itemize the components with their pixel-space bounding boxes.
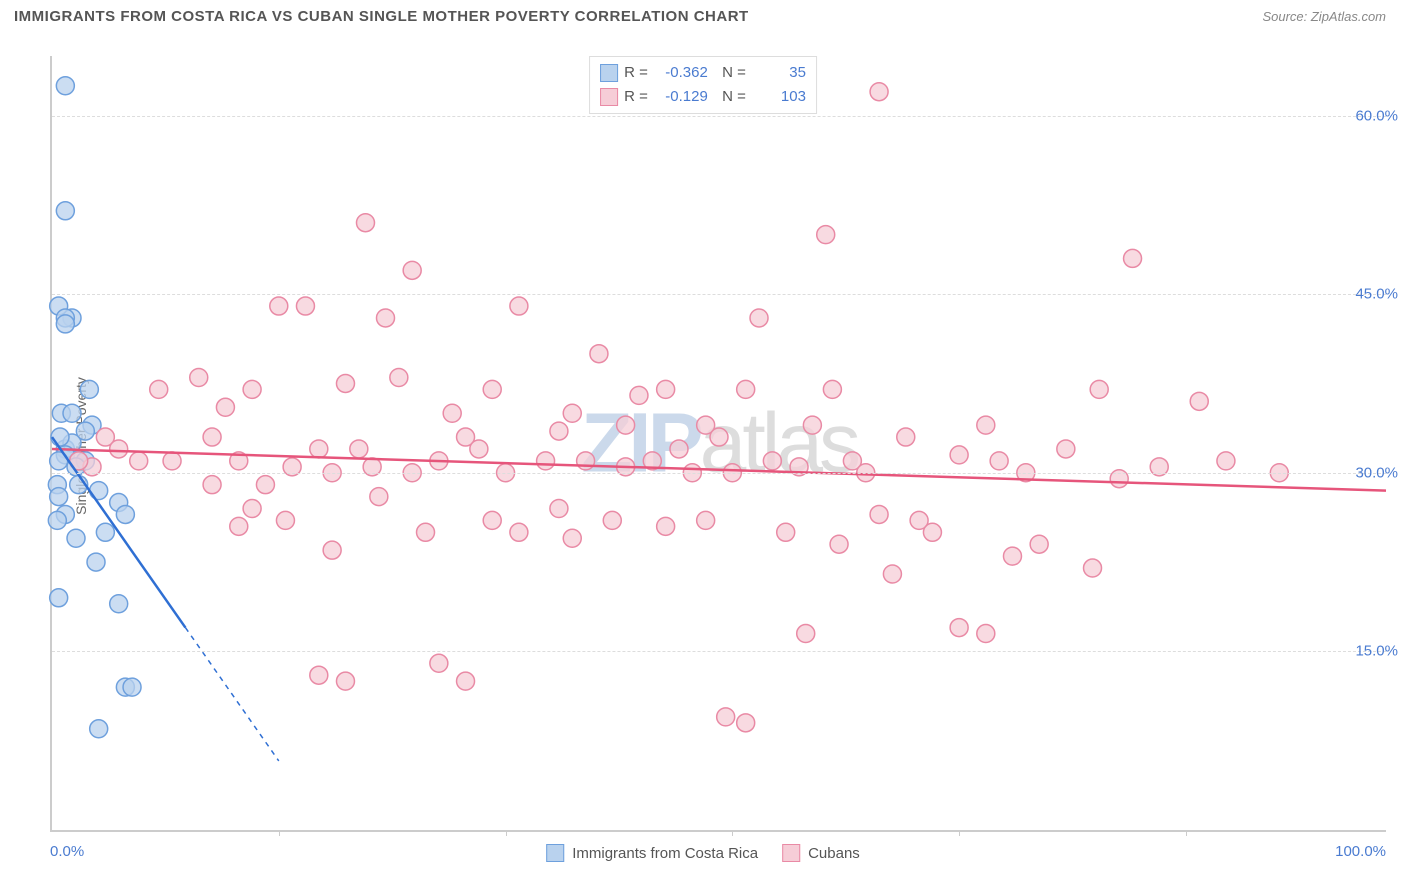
correlation-legend: R = -0.362 N = 35 R = -0.129 N = 103 [589, 56, 817, 114]
swatch-cubans-bottom [782, 844, 800, 862]
scatter-svg [52, 56, 1386, 830]
legend-row-costa-rica: R = -0.362 N = 35 [600, 61, 806, 85]
swatch-cubans [600, 88, 618, 106]
r-label: R = [624, 61, 648, 85]
x-tick-min: 0.0% [50, 843, 84, 860]
swatch-costa-rica [600, 64, 618, 82]
y-tick: 45.0% [1355, 286, 1398, 303]
source-label: Source: ZipAtlas.com [1262, 9, 1386, 24]
r-value-costa-rica: -0.362 [654, 61, 708, 85]
legend-item-cubans: Cubans [782, 844, 860, 862]
swatch-costa-rica-bottom [546, 844, 564, 862]
r-value-cubans: -0.129 [654, 85, 708, 109]
legend-row-cubans: R = -0.129 N = 103 [600, 85, 806, 109]
n-label: N = [714, 61, 746, 85]
chart-plot-area: ZIPatlas [50, 56, 1386, 832]
y-tick: 15.0% [1355, 643, 1398, 660]
y-tick: 60.0% [1355, 107, 1398, 124]
y-tick: 30.0% [1355, 464, 1398, 481]
series-label-cubans: Cubans [808, 845, 860, 862]
n-value-cubans: 103 [752, 85, 806, 109]
n-label: N = [714, 85, 746, 109]
x-tick-max: 100.0% [1335, 843, 1386, 860]
series-label-costa-rica: Immigrants from Costa Rica [572, 845, 758, 862]
chart-title: IMMIGRANTS FROM COSTA RICA VS CUBAN SING… [14, 8, 749, 25]
series-legend: Immigrants from Costa Rica Cubans [546, 844, 860, 862]
legend-item-costa-rica: Immigrants from Costa Rica [546, 844, 758, 862]
r-label: R = [624, 85, 648, 109]
n-value-costa-rica: 35 [752, 61, 806, 85]
